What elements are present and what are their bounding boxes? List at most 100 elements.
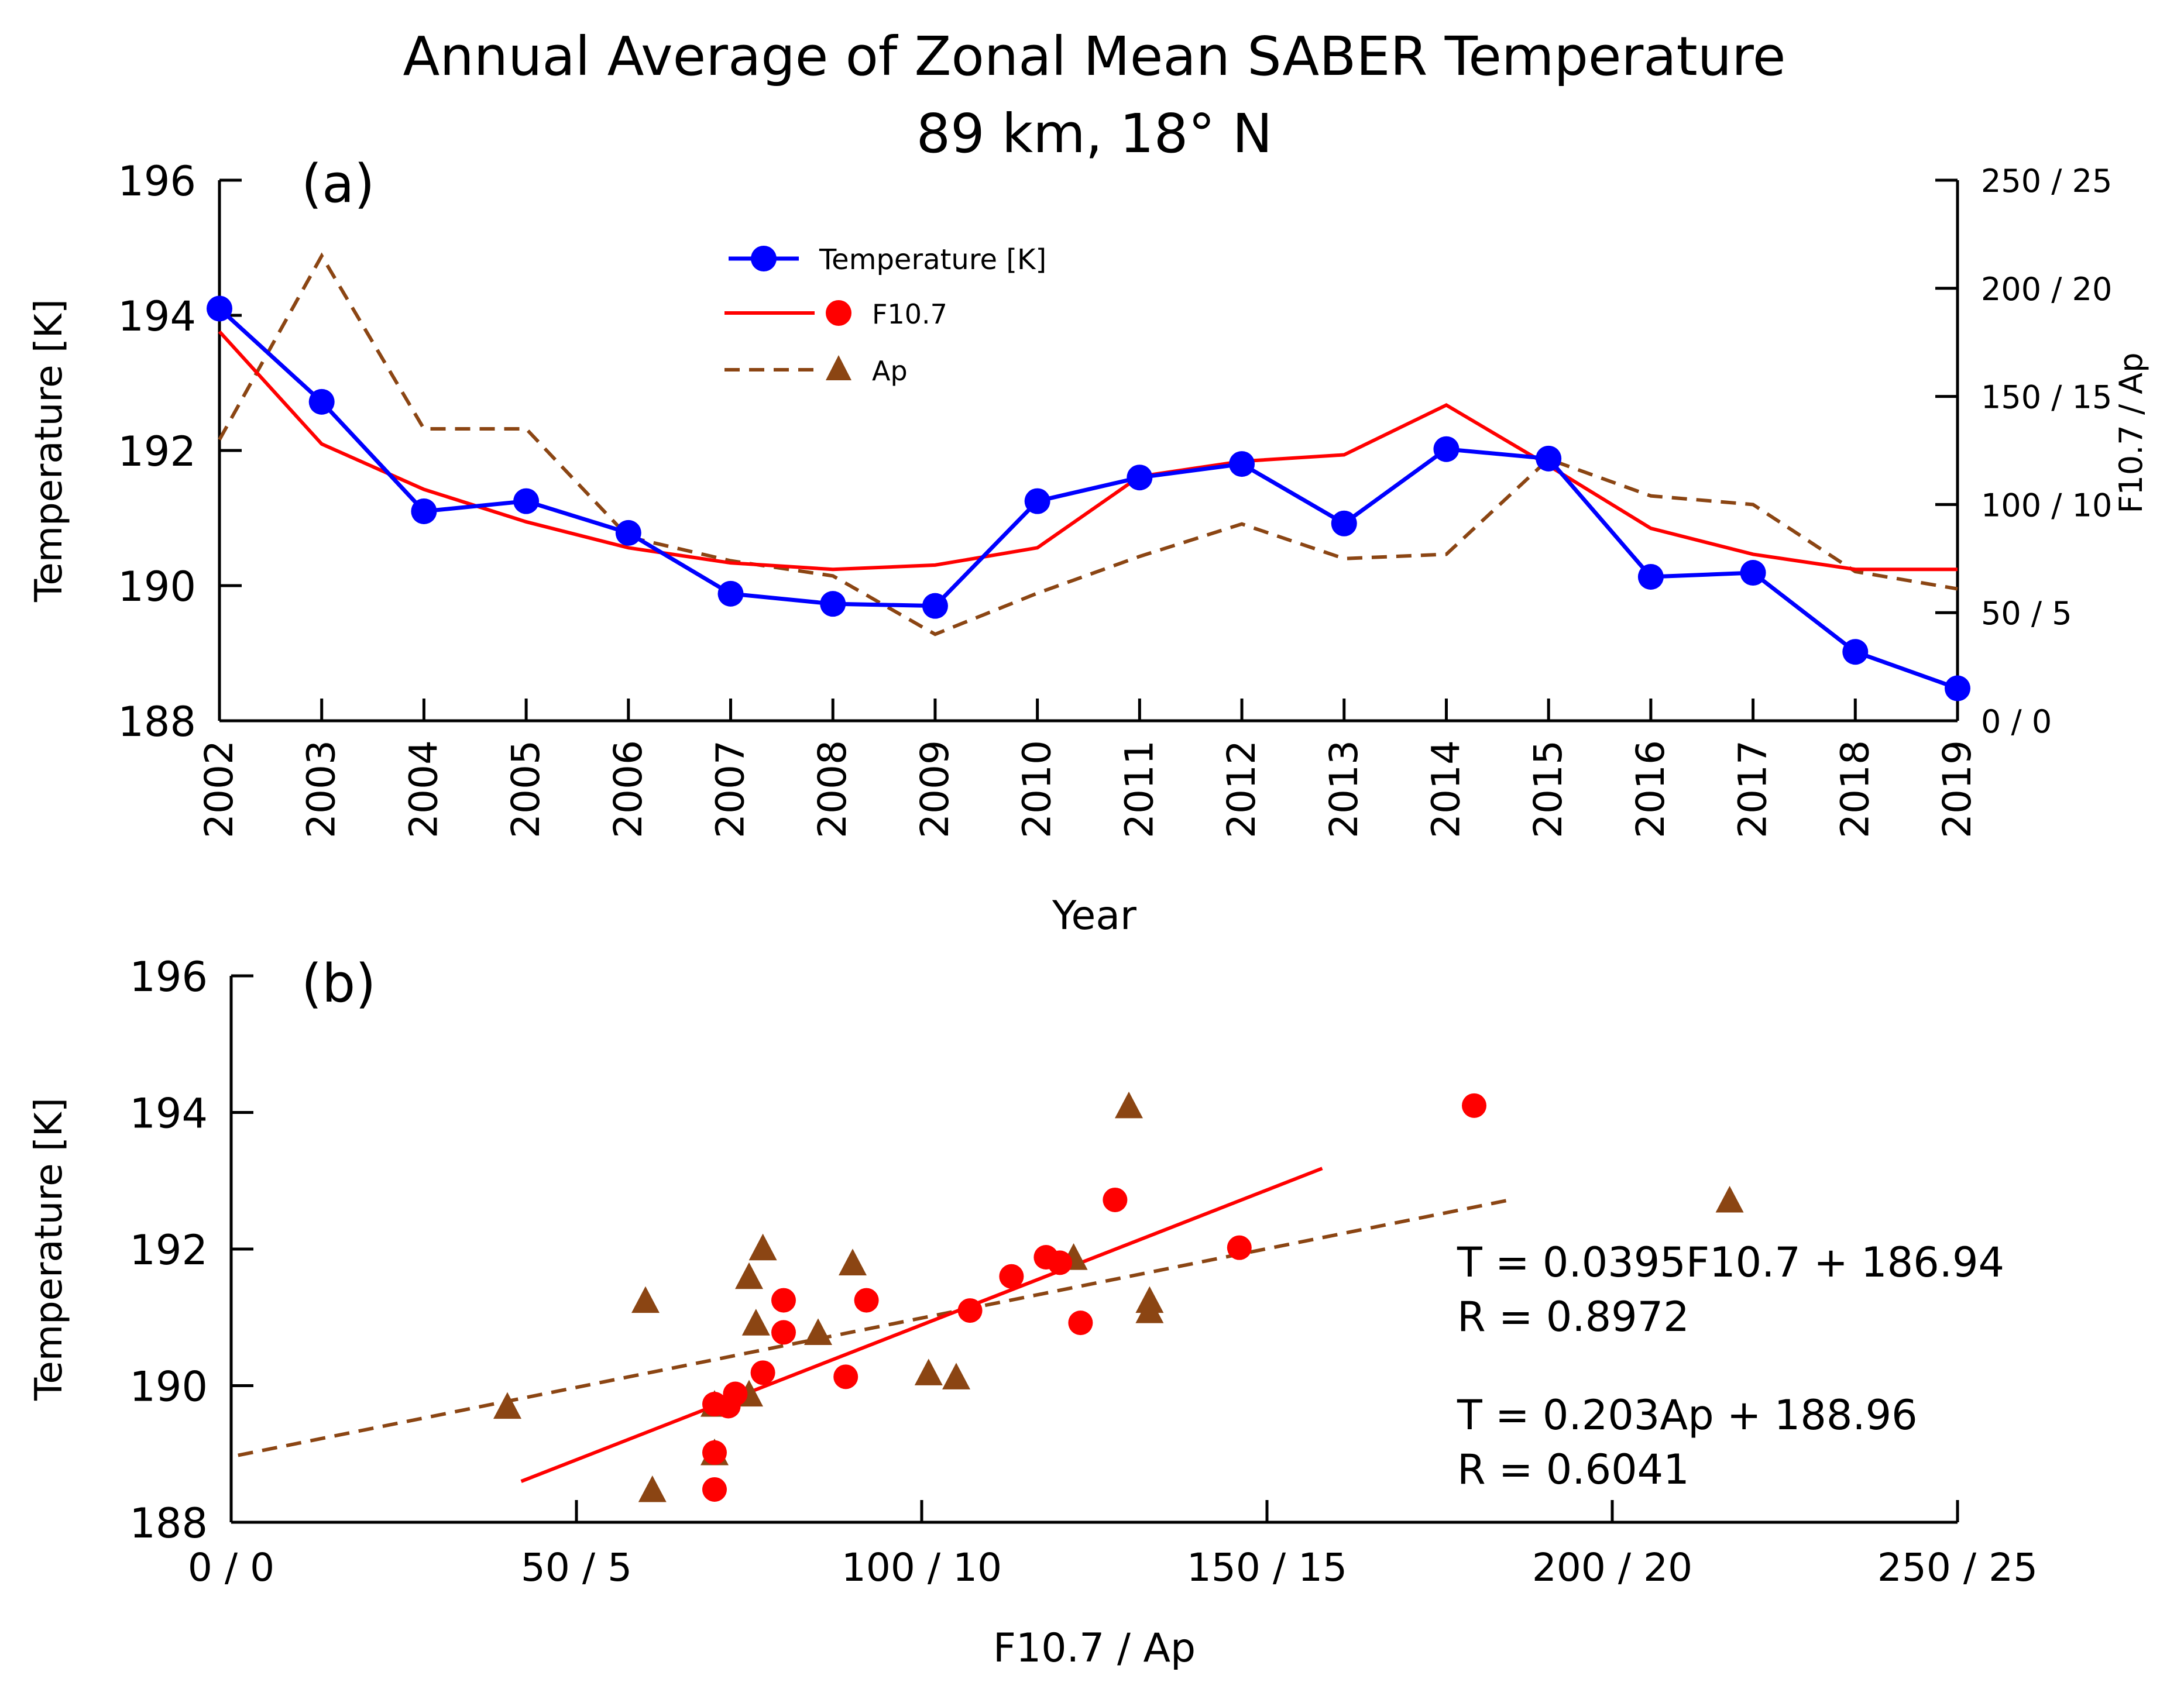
ap-point [942, 1363, 970, 1389]
panel-a-line-chart: (a) 188 190 192 194 196 0 / 0 50 / 5 100 / 10 1… [28, 153, 2149, 939]
f107-point [771, 1288, 796, 1313]
f107-point [771, 1320, 796, 1345]
temperature-point [1024, 488, 1050, 514]
panel-a-y2label: F10.7 / Ap [2113, 352, 2149, 513]
temperature-point [1740, 560, 1766, 586]
f107-point [833, 1364, 859, 1389]
f107-point [957, 1298, 983, 1323]
f107-series-line [218, 330, 1958, 572]
f107-fit-equation: T = 0.0395F10.7 + 186.94 [1457, 1239, 2004, 1286]
ap-point [638, 1475, 667, 1502]
y-tick-label: 196 [118, 157, 196, 205]
panel-a-right-ticks: 0 / 0 50 / 5 100 / 10 150 / 15 200 / 20 250 /… [1935, 163, 2112, 740]
temperature-point [1331, 510, 1357, 536]
x-tick-label: 200 / 20 [1532, 1545, 1692, 1590]
f107-point [702, 1477, 727, 1502]
y-tick-label: 194 [129, 1090, 208, 1138]
ap-point [741, 1309, 770, 1336]
x-tick-label: 2010 [1015, 740, 1060, 838]
temperature-series-line [218, 307, 1959, 690]
x-tick-label: 2006 [606, 740, 651, 838]
panel-a-label: (a) [301, 153, 375, 215]
temperature-point [308, 388, 335, 415]
ap-point [1715, 1185, 1744, 1213]
panel-b-x-ticks: 0 / 0 50 / 5 100 / 10 150 / 15 200 / 20 250 /… [188, 1500, 2038, 1590]
temperature-point [615, 520, 641, 546]
legend-f107-marker [826, 300, 851, 326]
x-tick-label: 2018 [1832, 740, 1877, 838]
y-tick-label: 188 [129, 1499, 208, 1547]
panel-a-left-ticks: 188 190 192 194 196 [118, 157, 242, 746]
temperature-point [1945, 675, 1970, 701]
x-tick-label: 50 / 5 [521, 1545, 632, 1590]
chart-subtitle: 89 km, 18° N [916, 102, 1273, 165]
f107-point [1227, 1235, 1252, 1260]
ap-point [804, 1318, 832, 1346]
panel-b-label: (b) [301, 953, 376, 1014]
legend-temperature-marker [751, 246, 777, 271]
ap-point [735, 1262, 763, 1289]
temperature-point [207, 295, 232, 322]
ap-point [1135, 1286, 1164, 1313]
x-tick-label: 2004 [401, 740, 446, 838]
ap-fit-equation: T = 0.203Ap + 188.96 [1457, 1391, 1918, 1439]
f107-point [1103, 1187, 1128, 1212]
ap-fit-line [238, 1198, 1509, 1457]
y-tick-label: 192 [129, 1226, 208, 1274]
x-tick-label: 2015 [1526, 740, 1571, 838]
temperature-point [922, 593, 948, 619]
temperature-point [1842, 639, 1869, 665]
x-tick-label: 2012 [1219, 740, 1264, 838]
panel-b-points [493, 1091, 1744, 1502]
panel-b-fit-lines [238, 1167, 1509, 1483]
x-tick-label: 150 / 15 [1187, 1545, 1347, 1590]
temperature-point [411, 498, 437, 524]
panel-a-x-ticks: 2002 2003 2004 2005 2006 2007 2008 2009 2010 2011… [197, 699, 1980, 838]
ap-fit-r: R = 0.6041 [1457, 1446, 1689, 1494]
temperature-point [1637, 563, 1664, 590]
panel-a-xlabel: Year [1052, 893, 1136, 939]
legend: Temperature [K] F10.7 Ap [724, 243, 1046, 387]
panel-b-scatter-chart: (b) 188 190 192 194 196 0 / 0 50 / 5 100 / 10 1… [28, 953, 2038, 1671]
x-tick-label: 2005 [503, 740, 548, 838]
panel-a-series [207, 252, 1970, 701]
f107-fit-r: R = 0.8972 [1457, 1293, 1689, 1341]
y2-tick-label: 150 / 15 [1981, 379, 2112, 416]
temperature-point [1536, 445, 1562, 472]
ap-point [493, 1392, 521, 1419]
y-tick-label: 192 [118, 428, 196, 476]
y2-tick-label: 50 / 5 [1981, 595, 2072, 632]
f107-fit-line [520, 1167, 1323, 1483]
f107-point [1068, 1310, 1093, 1336]
y2-tick-label: 100 / 10 [1981, 487, 2112, 524]
ap-series-line [218, 252, 1958, 637]
ap-point [1115, 1091, 1143, 1119]
ap-point [748, 1233, 777, 1261]
ap-point [631, 1286, 660, 1313]
panel-b-y-ticks: 188 190 192 194 196 [129, 953, 253, 1547]
temperature-point [1433, 436, 1460, 462]
panel-a-ylabel: Temperature [K] [28, 299, 71, 603]
y-tick-label: 196 [129, 953, 208, 1001]
ap-point [839, 1248, 867, 1275]
x-tick-label: 0 / 0 [188, 1545, 274, 1590]
y-tick-label: 194 [118, 293, 196, 340]
x-tick-label: 2017 [1730, 740, 1776, 838]
y-tick-label: 190 [129, 1363, 208, 1411]
f107-point [702, 1440, 727, 1465]
f107-point [716, 1394, 741, 1419]
f107-point [750, 1360, 775, 1385]
legend-f107-label: F10.7 [872, 298, 947, 330]
temperature-point [513, 488, 540, 514]
temperature-point [717, 580, 744, 607]
f107-point [1462, 1093, 1486, 1118]
x-tick-label: 2011 [1117, 740, 1162, 838]
y2-tick-label: 0 / 0 [1981, 703, 2052, 740]
x-tick-label: 2007 [708, 740, 753, 838]
temperature-point [1127, 465, 1153, 491]
panel-b-xlabel: F10.7 / Ap [993, 1625, 1196, 1671]
y-tick-label: 188 [118, 698, 196, 746]
x-tick-label: 2002 [197, 740, 242, 838]
